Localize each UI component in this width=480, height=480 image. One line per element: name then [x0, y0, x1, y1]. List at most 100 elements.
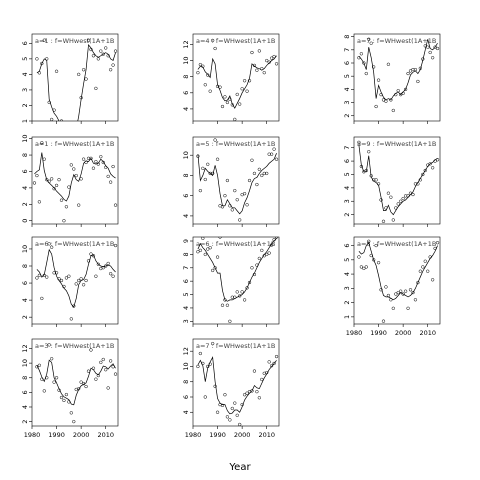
data-point	[84, 384, 88, 389]
data-point	[59, 395, 64, 400]
y-tick-label: 6	[343, 159, 351, 163]
data-point	[418, 178, 422, 182]
data-point	[220, 303, 225, 307]
data-point	[426, 45, 430, 49]
data-point	[433, 45, 437, 49]
data-point	[37, 200, 42, 204]
data-point	[64, 205, 69, 209]
data-point	[362, 61, 366, 65]
data-point	[50, 177, 54, 181]
data-point	[52, 187, 56, 191]
data-point	[386, 62, 391, 66]
data-point	[403, 87, 408, 92]
data-point	[89, 252, 93, 256]
y-tick-label: 8	[21, 153, 29, 157]
data-point	[408, 288, 413, 292]
panel-plot-area	[196, 138, 279, 222]
data-point	[225, 415, 230, 419]
y-tick-label: 0	[21, 219, 29, 223]
data-point	[262, 171, 266, 176]
panel-p3: a=7 : f=WHwest(1A+1B 2 3 4 5 6 7 8	[343, 33, 441, 124]
y-tick-label: 8	[343, 35, 351, 39]
data-point	[45, 275, 49, 279]
data-point	[106, 174, 110, 179]
data-point	[435, 241, 440, 245]
panel-plot-area	[35, 242, 118, 321]
data-point	[86, 259, 91, 263]
fitted-line	[36, 359, 116, 406]
data-point	[206, 364, 210, 369]
data-point	[242, 393, 247, 397]
data-point	[113, 372, 118, 376]
data-point	[72, 419, 76, 424]
data-point	[108, 180, 113, 184]
y-tick-label: 12	[182, 347, 190, 355]
y-tick-label: 9	[182, 239, 190, 243]
data-point	[79, 277, 83, 281]
data-point	[274, 237, 279, 239]
data-point	[230, 208, 234, 212]
data-point	[408, 191, 413, 195]
data-point	[269, 152, 274, 156]
data-point	[223, 393, 227, 397]
data-point	[40, 377, 44, 381]
data-point	[94, 274, 98, 278]
data-point	[421, 172, 425, 177]
data-point	[238, 422, 242, 426]
data-point	[40, 296, 44, 301]
data-point	[54, 271, 59, 275]
data-point	[265, 58, 269, 63]
data-point	[91, 54, 96, 58]
y-tick-label: 6	[21, 281, 29, 285]
panel-frame	[353, 236, 441, 325]
data-point	[406, 194, 410, 198]
y-tick-label: 10	[21, 359, 29, 367]
data-point	[245, 89, 249, 93]
data-point	[77, 387, 81, 391]
data-point	[406, 306, 410, 310]
data-point	[257, 256, 261, 261]
data-point	[250, 266, 254, 270]
panel-frame	[192, 33, 280, 122]
x-tick-label: 1980	[185, 431, 202, 439]
data-point	[235, 92, 239, 97]
data-point	[238, 102, 242, 106]
data-point	[50, 245, 54, 249]
data-point	[408, 69, 413, 73]
data-point	[57, 277, 61, 281]
data-point	[111, 63, 115, 67]
y-tick-label: 6	[21, 390, 29, 394]
data-point	[381, 319, 386, 323]
data-point	[77, 72, 81, 77]
data-point	[421, 265, 425, 269]
data-point	[235, 198, 239, 202]
data-point	[384, 206, 388, 210]
y-tick-label: 5	[343, 74, 351, 78]
y-tick-label: 4	[21, 405, 29, 409]
data-point	[79, 96, 83, 100]
panel-p4: a=1 : f=WHwest(1A+1B 0 2 4 6 8 10	[21, 135, 119, 227]
fitted-line	[36, 43, 116, 121]
y-tick-label: 2	[21, 315, 29, 319]
panel-plot-area	[32, 141, 118, 223]
data-point	[369, 253, 373, 258]
data-point	[218, 85, 222, 89]
data-point	[403, 194, 408, 198]
data-point	[416, 182, 420, 186]
data-point	[252, 63, 257, 68]
data-point	[101, 357, 105, 362]
data-point	[198, 351, 203, 356]
data-point	[211, 341, 215, 346]
data-point	[423, 259, 427, 263]
data-point	[37, 273, 42, 278]
data-point	[89, 348, 93, 352]
panel-plot-area	[196, 237, 279, 323]
data-point	[411, 192, 415, 197]
y-tick-label: 6	[21, 41, 29, 45]
data-point	[362, 170, 366, 174]
y-tick-label: 5	[343, 172, 351, 176]
data-point	[257, 396, 261, 400]
data-point	[267, 152, 271, 156]
data-point	[247, 79, 252, 83]
data-point	[198, 188, 203, 193]
